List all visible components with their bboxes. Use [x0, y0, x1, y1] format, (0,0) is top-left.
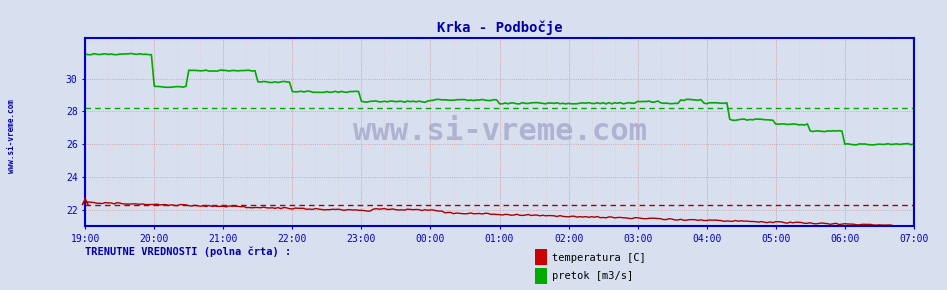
Text: temperatura [C]: temperatura [C]: [552, 253, 646, 262]
Text: www.si-vreme.com: www.si-vreme.com: [352, 117, 647, 146]
Text: www.si-vreme.com: www.si-vreme.com: [7, 99, 16, 173]
Title: Krka - Podbočje: Krka - Podbočje: [437, 21, 563, 35]
Text: TRENUTNE VREDNOSTI (polna črta) :: TRENUTNE VREDNOSTI (polna črta) :: [85, 246, 292, 257]
Text: pretok [m3/s]: pretok [m3/s]: [552, 271, 634, 281]
